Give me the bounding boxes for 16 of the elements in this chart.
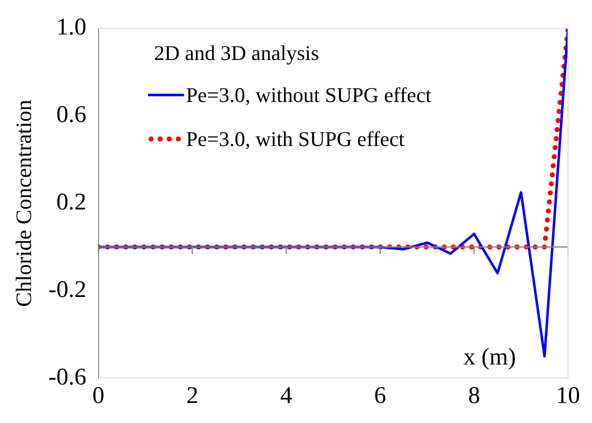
y-tick-label: 0.6: [56, 102, 86, 128]
y-tick-label: 0.2: [56, 190, 86, 216]
x-tick-label: 6: [374, 382, 386, 409]
legend-label: Pe=3.0, with SUPG effect: [186, 126, 405, 153]
x-tick-label: 4: [280, 382, 292, 409]
legend-title: 2D and 3D analysis: [154, 40, 320, 67]
x-axis-title: x (m): [463, 344, 516, 370]
y-axis-title: Chloride Concentration: [10, 100, 36, 307]
x-tick-label: 0: [92, 382, 104, 409]
x-tick-label: 2: [186, 382, 198, 409]
y-tick-label: -0.2: [48, 277, 86, 304]
y-tick-label: 1.0: [56, 14, 86, 41]
y-tick-label: -0.6: [48, 364, 86, 390]
x-tick-label: 10: [556, 382, 580, 409]
x-tick-label: 8: [468, 382, 480, 409]
legend-label: Pe=3.0, without SUPG effect: [186, 82, 432, 109]
